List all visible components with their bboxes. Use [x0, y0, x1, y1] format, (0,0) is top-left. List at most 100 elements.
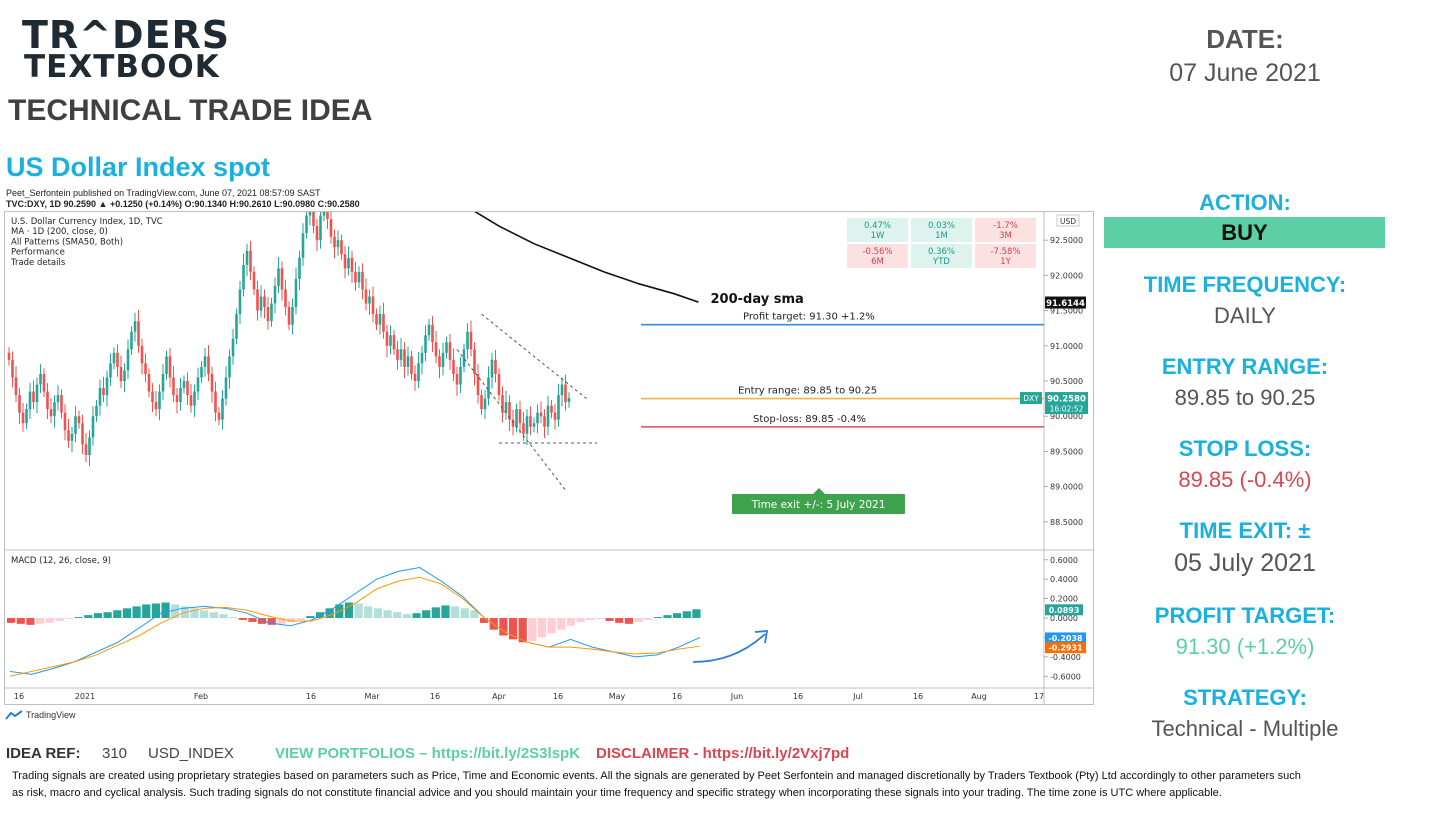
- candle-body: [210, 373, 214, 392]
- perf-value-3m: -1.7%: [993, 221, 1018, 231]
- price-tick-label: 92.0000: [1050, 271, 1083, 280]
- candle-body: [266, 307, 270, 322]
- candle-body: [357, 271, 361, 283]
- candle-body: [490, 359, 494, 378]
- candle-body: [186, 381, 189, 396]
- candle-body: [466, 331, 469, 350]
- sma200-label: 200-day sma: [711, 292, 804, 307]
- candle-body: [235, 314, 238, 339]
- macd-tick-label: -0.6000: [1050, 672, 1081, 681]
- macd-histogram-bar: [692, 609, 701, 619]
- macd-histogram-bar: [16, 618, 25, 624]
- macd-tick-label: 0.2000: [1050, 595, 1078, 604]
- macd-histogram-bar: [190, 608, 199, 619]
- candle-body: [431, 324, 434, 343]
- candle-body: [427, 324, 431, 336]
- macd-value-tag: [1045, 632, 1086, 644]
- candle-body: [455, 373, 459, 385]
- macd-histogram-bar: [74, 617, 83, 619]
- candle-body: [259, 296, 263, 311]
- time-tick-label: 16: [913, 692, 923, 701]
- symbol-tag: [1020, 392, 1042, 405]
- macd-histogram-bar: [142, 604, 151, 619]
- macd-histogram-bar: [615, 618, 624, 623]
- histogram-value-tag: [1045, 604, 1083, 616]
- stop-loss-value: 89.85 (-0.4%): [1178, 467, 1312, 492]
- macd-histogram-bar: [682, 611, 691, 619]
- macd-histogram-bar: [296, 618, 305, 620]
- date-value: 07 June 2021: [1169, 59, 1321, 87]
- macd-histogram-bar: [460, 608, 469, 619]
- candle-body: [469, 331, 473, 350]
- entry-range-value: 89.85 to 90.25: [1174, 385, 1316, 410]
- macd-histogram-bar: [624, 618, 633, 624]
- view-portfolios-link[interactable]: VIEW PORTFOLIOS – https://bit.ly/2S3lspK: [275, 745, 581, 762]
- candle-body: [504, 402, 508, 413]
- candle-body: [252, 271, 256, 290]
- perf-value-1y: -7.58%: [990, 247, 1020, 257]
- candle-body: [539, 412, 543, 417]
- perf-cell-1m: [911, 218, 972, 242]
- candle-body: [515, 409, 518, 427]
- candle-body: [256, 289, 259, 311]
- brand-logo-line1: TR^DERS: [22, 13, 231, 57]
- macd-histogram-bar: [528, 618, 537, 642]
- macd-histogram-bar: [595, 618, 605, 620]
- price-tick-label: 89.0000: [1050, 483, 1083, 492]
- candle-body: [56, 395, 60, 403]
- candle-body: [21, 412, 25, 424]
- publication-quote: TVC:DXY, 1D 90.2590 ▲ +0.1250 (+0.14%) O…: [6, 199, 360, 209]
- macd-histogram-bar: [422, 610, 431, 619]
- candlestick-series: [7, 196, 571, 467]
- current-price-tag: [1045, 392, 1088, 415]
- disclaimer-link[interactable]: DISCLAIMER - https://bit.ly/2Vxj7pd: [596, 745, 850, 762]
- candle-body: [46, 391, 49, 410]
- candle-body: [368, 296, 371, 304]
- macd-histogram-bar: [393, 612, 402, 619]
- candle-body: [126, 349, 130, 371]
- candle-body: [287, 307, 291, 325]
- perf-cell-3m: [975, 218, 1036, 242]
- macd-histogram-bar: [151, 603, 160, 619]
- macd-histogram-bar: [518, 618, 527, 643]
- macd-tick-label: -0.4000: [1050, 653, 1081, 662]
- perf-period-3m: 3M: [999, 231, 1012, 241]
- idea-ref-code: USD_INDEX: [148, 745, 234, 762]
- candle-body: [389, 335, 392, 346]
- time-exit-text: Time exit +/-: 5 July 2021: [751, 499, 886, 511]
- perf-period-1w: 1W: [871, 231, 885, 241]
- macd-histogram-bar: [229, 617, 238, 619]
- candle-body: [165, 356, 168, 374]
- time-tick-label: 16: [553, 692, 563, 701]
- instrument-name: US Dollar Index spot: [6, 152, 271, 182]
- candle-body: [326, 204, 329, 220]
- candle-body: [529, 416, 532, 427]
- candle-body: [336, 240, 340, 248]
- signal-value: -0.2931: [1048, 644, 1083, 653]
- time-tick-label: 16: [14, 692, 24, 701]
- macd-histogram-bar: [306, 616, 315, 619]
- candle-body: [333, 236, 336, 248]
- macd-histogram-bar: [45, 618, 54, 623]
- macd-title: MACD (12, 26, close, 9): [11, 556, 111, 566]
- candle-body: [480, 395, 483, 410]
- candle-body: [354, 271, 357, 283]
- candle-body: [95, 405, 98, 417]
- macd-histogram-bar: [277, 618, 286, 624]
- candle-body: [361, 271, 364, 290]
- candle-body: [130, 331, 133, 350]
- macd-histogram-bar: [248, 618, 257, 622]
- momentum-arrow: [692, 633, 766, 663]
- candle-body: [525, 416, 529, 434]
- chart-panel[interactable]: U.S. Dollar Currency Index, 1D, TVC MA · …: [4, 186, 1094, 705]
- perf-cell-1w: [847, 218, 908, 242]
- currency-box: [1056, 214, 1080, 227]
- disclaimer-text: Trading signals are created using propri…: [12, 770, 1301, 799]
- candle-body: [532, 423, 536, 427]
- strategy-label: STRATEGY:: [1183, 685, 1307, 710]
- candle-body: [214, 391, 217, 413]
- profit-target-label: Profit target: 91.30 +1.2%: [743, 312, 875, 323]
- candle-body: [564, 384, 567, 403]
